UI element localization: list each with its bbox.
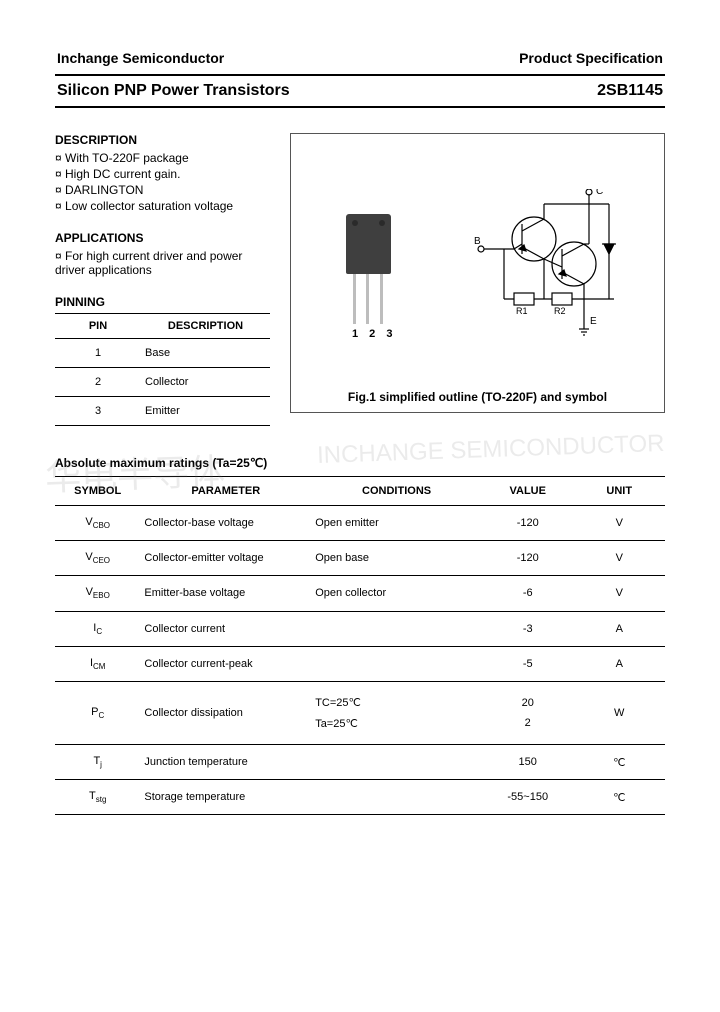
pinning-table: PIN DESCRIPTION 1Base 2Collector 3Emitte… (55, 313, 270, 426)
condition-cell (311, 611, 482, 646)
unit-cell: ℃ (573, 744, 665, 779)
value-cell: 202 (482, 681, 574, 744)
ratings-table: SYMBOL PARAMETER CONDITIONS VALUE UNIT V… (55, 476, 665, 815)
ratings-row: VEBOEmitter-base voltageOpen collector-6… (55, 576, 665, 611)
param-cell: Storage temperature (140, 780, 311, 815)
condition-cell (311, 646, 482, 681)
app-text: For high current driver and power driver… (55, 249, 242, 277)
ratings-row: ICMCollector current-peak -5A (55, 646, 665, 681)
condition-cell: Open collector (311, 576, 482, 611)
description-list: With TO-220F package High DC current gai… (55, 151, 270, 213)
unit-cell: W (573, 681, 665, 744)
param-cell: Collector dissipation (140, 681, 311, 744)
value-cell: 150 (482, 744, 574, 779)
package-drawing: 1 2 3 (346, 214, 396, 340)
desc-item: With TO-220F package (55, 151, 270, 165)
label-c: C (596, 189, 603, 197)
ratings-row: TstgStorage temperature -55~150℃ (55, 780, 665, 815)
lead-icon (353, 274, 356, 324)
unit-cell: V (573, 506, 665, 541)
symbol-cell: Tstg (55, 780, 140, 815)
part-number: 2SB1145 (597, 82, 663, 100)
symbol-cell: IC (55, 611, 140, 646)
ratings-heading: Absolute maximum ratings (Ta=25℃) (55, 456, 665, 470)
doc-type: Product Specification (519, 50, 663, 66)
app-item: For high current driver and power driver… (55, 249, 270, 277)
desc-col: DESCRIPTION (141, 314, 270, 339)
pkg-label: 1 2 3 (352, 328, 396, 340)
figure-box: 1 2 3 (290, 133, 665, 413)
left-column: DESCRIPTION With TO-220F package High DC… (55, 133, 270, 426)
pinning-heading: PINNING (55, 295, 270, 309)
value-cell: -6 (482, 576, 574, 611)
label-r2: R2 (554, 306, 566, 316)
symbol-cell: ICM (55, 646, 140, 681)
value-cell: -5 (482, 646, 574, 681)
condition-cell (311, 780, 482, 815)
upper-section: DESCRIPTION With TO-220F package High DC… (55, 133, 665, 426)
product-title: Silicon PNP Power Transistors (57, 82, 290, 100)
desc-item: Low collector saturation voltage (55, 199, 270, 213)
desc-item: DARLINGTON (55, 183, 270, 197)
lead-icon (366, 274, 369, 324)
condition-cell: Open base (311, 541, 482, 576)
param-cell: Collector current-peak (140, 646, 311, 681)
condition-cell: TC=25℃Ta=25℃ (311, 681, 482, 744)
symbol-cell: VCBO (55, 506, 140, 541)
ratings-row: PCCollector dissipationTC=25℃Ta=25℃202W (55, 681, 665, 744)
pin-row: 1Base (55, 339, 270, 368)
symbol-cell: Tj (55, 744, 140, 779)
ratings-row: TjJunction temperature 150℃ (55, 744, 665, 779)
header: Inchange Semiconductor Product Specifica… (55, 50, 665, 66)
unit-cell: ℃ (573, 780, 665, 815)
company-name: Inchange Semiconductor (57, 50, 224, 66)
label-e: E (590, 316, 597, 327)
package-leads (348, 274, 388, 324)
param-cell: Collector-emitter voltage (140, 541, 311, 576)
desc-item: High DC current gain. (55, 167, 270, 181)
pin-col: PIN (55, 314, 141, 339)
label-r1: R1 (516, 306, 528, 316)
applications-heading: APPLICATIONS (55, 231, 270, 245)
value-cell: -120 (482, 506, 574, 541)
unit-cell: A (573, 611, 665, 646)
unit-cell: V (573, 576, 665, 611)
ratings-row: VCEOCollector-emitter voltageOpen base-1… (55, 541, 665, 576)
param-cell: Emitter-base voltage (140, 576, 311, 611)
value-cell: -3 (482, 611, 574, 646)
description-heading: DESCRIPTION (55, 133, 270, 147)
lead-icon (380, 274, 383, 324)
param-cell: Collector current (140, 611, 311, 646)
label-b: B (474, 236, 481, 247)
ratings-row: ICCollector current -3A (55, 611, 665, 646)
package-body-icon (346, 214, 391, 274)
circuit-symbol: B C E R1 R2 (474, 189, 634, 352)
datasheet-page: Inchange Semiconductor Product Specifica… (0, 0, 720, 855)
param-cell: Junction temperature (140, 744, 311, 779)
value-cell: -55~150 (482, 780, 574, 815)
ratings-row: VCBOCollector-base voltageOpen emitter-1… (55, 506, 665, 541)
condition-cell: Open emitter (311, 506, 482, 541)
unit-cell: A (573, 646, 665, 681)
param-cell: Collector-base voltage (140, 506, 311, 541)
pin-row: 2Collector (55, 368, 270, 397)
figure-caption: Fig.1 simplified outline (TO-220F) and s… (291, 390, 664, 404)
symbol-cell: PC (55, 681, 140, 744)
ratings-header-row: SYMBOL PARAMETER CONDITIONS VALUE UNIT (55, 477, 665, 506)
title-bar: Silicon PNP Power Transistors 2SB1145 (55, 74, 665, 108)
value-cell: -120 (482, 541, 574, 576)
unit-cell: V (573, 541, 665, 576)
symbol-cell: VCEO (55, 541, 140, 576)
symbol-cell: VEBO (55, 576, 140, 611)
pin-row: 3Emitter (55, 397, 270, 426)
condition-cell (311, 744, 482, 779)
applications-list: For high current driver and power driver… (55, 249, 270, 277)
